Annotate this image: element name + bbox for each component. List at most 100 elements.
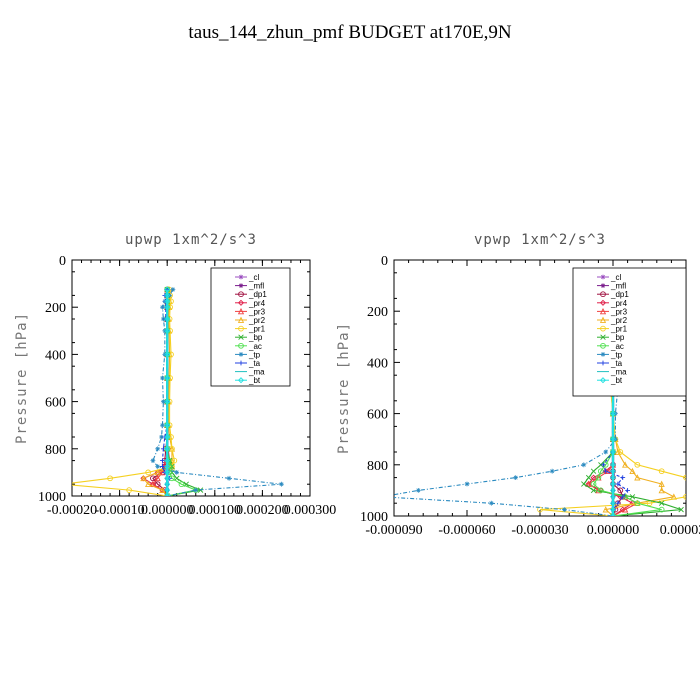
data-point bbox=[634, 474, 641, 481]
data-point bbox=[622, 506, 629, 513]
data-point bbox=[609, 436, 617, 443]
legend-marker bbox=[599, 299, 607, 306]
plot-area bbox=[72, 286, 284, 496]
x-tick-label: -0.00020 bbox=[47, 503, 97, 518]
legend-marker bbox=[237, 377, 245, 384]
data-point bbox=[226, 475, 232, 481]
data-point bbox=[658, 506, 665, 513]
data-point bbox=[164, 351, 171, 358]
data-point bbox=[590, 481, 597, 487]
data-point bbox=[164, 445, 171, 452]
data-point bbox=[164, 298, 171, 305]
data-point bbox=[170, 287, 176, 292]
data-point bbox=[168, 434, 174, 440]
legend-label: _bp bbox=[610, 333, 625, 342]
legend: _cl_mfl_dp1_pr4_pr3_pr2_pr1_bp_ac_tp_ta_… bbox=[210, 267, 291, 387]
legend-label: _pr1 bbox=[610, 325, 628, 334]
x-tick-label: 0.000100 bbox=[189, 503, 242, 518]
data-point bbox=[160, 458, 165, 463]
data-point bbox=[160, 304, 165, 310]
data-point bbox=[178, 481, 185, 488]
data-point bbox=[634, 500, 641, 507]
data-point bbox=[609, 493, 617, 500]
data-point bbox=[617, 449, 624, 455]
data-point bbox=[164, 457, 171, 464]
data-point bbox=[159, 486, 166, 493]
data-point bbox=[620, 494, 626, 500]
data-point bbox=[609, 480, 617, 488]
legend-marker bbox=[238, 360, 244, 366]
y-tick-label: 0 bbox=[59, 254, 66, 269]
data-point bbox=[164, 463, 171, 470]
plot-frame bbox=[71, 259, 311, 497]
data-point bbox=[107, 475, 113, 482]
legend-label: _mfl bbox=[610, 282, 626, 291]
legend-label: _ma bbox=[610, 368, 627, 377]
data-point bbox=[164, 292, 171, 299]
series-bt bbox=[164, 286, 171, 496]
data-point bbox=[150, 475, 156, 482]
data-point bbox=[615, 481, 621, 487]
data-point bbox=[609, 512, 617, 516]
legend-marker bbox=[600, 325, 606, 332]
legend-label: _pr3 bbox=[248, 307, 266, 316]
data-point bbox=[150, 458, 156, 463]
data-point bbox=[658, 486, 665, 494]
y-tick-label: 1000 bbox=[360, 510, 388, 525]
data-point bbox=[581, 481, 587, 487]
legend-label: _pr2 bbox=[248, 316, 266, 325]
panel-vpwp: vpwp 1xm^2/s^3 Pressure [hPa] 0 200 400 600 80… bbox=[336, 232, 700, 538]
data-point bbox=[609, 468, 617, 475]
data-point bbox=[464, 481, 470, 487]
data-point bbox=[622, 461, 629, 468]
legend-marker bbox=[238, 334, 244, 340]
data-point bbox=[537, 506, 543, 513]
data-point bbox=[609, 506, 617, 513]
data-point bbox=[164, 433, 171, 441]
data-point bbox=[193, 487, 199, 493]
data-point bbox=[609, 448, 617, 456]
y-tick-label: 400 bbox=[45, 348, 66, 363]
data-point bbox=[614, 448, 621, 455]
legend-marker bbox=[238, 291, 244, 298]
legend-label: _tp bbox=[248, 350, 261, 359]
data-point bbox=[603, 449, 609, 455]
y-tick-label: 800 bbox=[45, 443, 66, 458]
data-point bbox=[602, 506, 609, 513]
legend-marker bbox=[238, 274, 244, 280]
data-point bbox=[609, 410, 617, 417]
data-point bbox=[683, 493, 686, 500]
legend-marker bbox=[599, 316, 607, 323]
x-tick-label: -0.000090 bbox=[365, 523, 422, 538]
x-tick-label: 0.000300 bbox=[284, 503, 337, 518]
data-point bbox=[581, 462, 587, 468]
data-point bbox=[155, 446, 161, 452]
data-point bbox=[634, 461, 641, 468]
data-point bbox=[415, 488, 421, 493]
legend-marker bbox=[237, 299, 245, 306]
data-point bbox=[164, 492, 171, 496]
data-point bbox=[126, 487, 132, 493]
data-point bbox=[154, 468, 161, 476]
data-point bbox=[164, 469, 171, 476]
data-point bbox=[164, 304, 171, 311]
data-point bbox=[585, 480, 592, 487]
legend-marker bbox=[599, 307, 607, 315]
legend-label: _pr2 bbox=[610, 316, 628, 325]
legend-label: _ma bbox=[248, 368, 265, 377]
legend-label: _bt bbox=[610, 376, 623, 385]
data-point bbox=[145, 480, 152, 488]
legend-label: _dp1 bbox=[610, 290, 629, 299]
data-point bbox=[154, 474, 161, 482]
data-point bbox=[609, 487, 617, 494]
y-tick-label: 0 bbox=[381, 254, 388, 269]
y-tick-label: 200 bbox=[45, 301, 66, 316]
x-tick-label: -0.000060 bbox=[438, 523, 495, 538]
legend-label: _pr1 bbox=[248, 325, 266, 334]
legend-label: _cl bbox=[610, 273, 621, 282]
data-point bbox=[585, 474, 592, 481]
x-tick-label: 0.000000 bbox=[587, 523, 640, 538]
data-point bbox=[164, 327, 171, 334]
y-axis-label: Pressure [hPa] bbox=[336, 322, 352, 454]
data-point bbox=[658, 480, 665, 487]
